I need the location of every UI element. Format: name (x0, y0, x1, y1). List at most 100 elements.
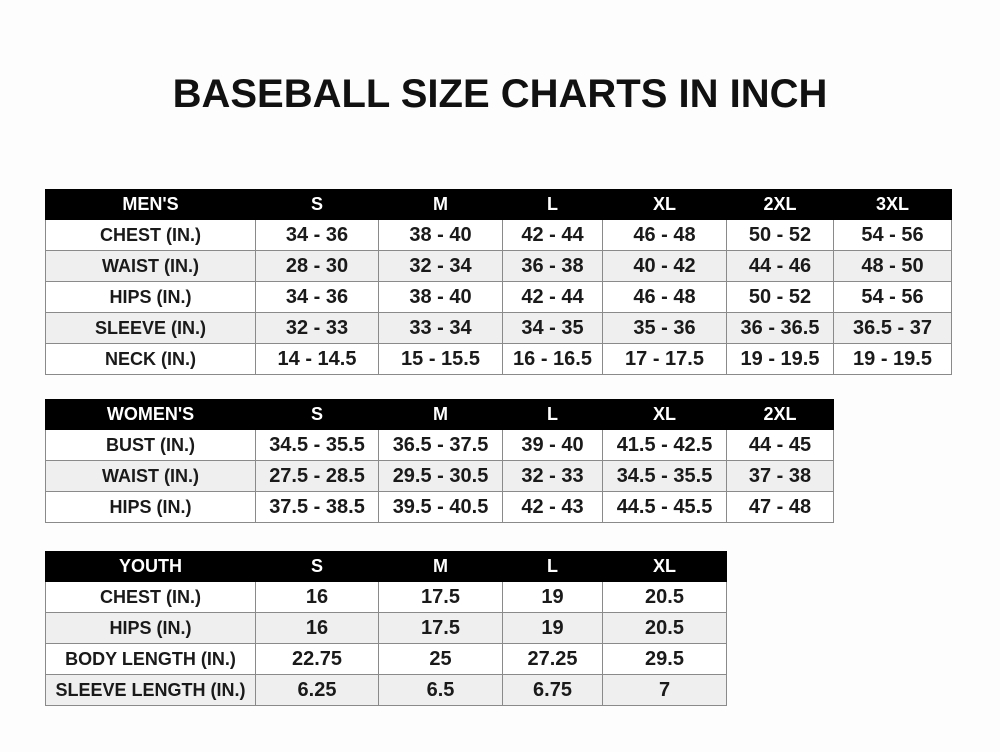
size-value: 46 - 48 (602, 219, 727, 251)
size-value: 42 - 43 (502, 491, 603, 523)
size-value: 44.5 - 45.5 (602, 491, 727, 523)
header-row: MEN'S S M L XL 2XL 3XL (45, 189, 952, 220)
size-value: 34.5 - 35.5 (255, 429, 379, 461)
size-value: 37.5 - 38.5 (255, 491, 379, 523)
size-value: 6.25 (255, 674, 379, 706)
size-value: 39 - 40 (502, 429, 603, 461)
size-header: 2XL (726, 189, 834, 220)
size-value: 39.5 - 40.5 (378, 491, 503, 523)
size-value: 42 - 44 (502, 281, 603, 313)
header-row: WOMEN'S S M L XL 2XL (45, 399, 834, 430)
size-value: 42 - 44 (502, 219, 603, 251)
table-row: WAIST (IN.) 27.5 - 28.5 29.5 - 30.5 32 - 33… (45, 460, 834, 492)
size-value: 38 - 40 (378, 281, 503, 313)
youth-size-table: YOUTH S M L XL CHEST (IN.) 16 17.5 19 20.5 HIPS (I… (45, 551, 727, 706)
size-header: L (502, 399, 603, 430)
table-category-header: WOMEN'S (45, 399, 256, 430)
table-row: WAIST (IN.) 28 - 30 32 - 34 36 - 38 40 - 42 4… (45, 250, 952, 282)
measurement-label: HIPS (IN.) (45, 281, 256, 313)
size-value: 25 (378, 643, 503, 675)
table-row: HIPS (IN.) 34 - 36 38 - 40 42 - 44 46 - 48 50… (45, 281, 952, 313)
size-header: 3XL (833, 189, 952, 220)
size-header: 2XL (726, 399, 834, 430)
table-row: SLEEVE (IN.) 32 - 33 33 - 34 34 - 35 35 - 36… (45, 312, 952, 344)
size-value: 38 - 40 (378, 219, 503, 251)
size-value: 6.75 (502, 674, 603, 706)
size-value: 47 - 48 (726, 491, 834, 523)
size-value: 35 - 36 (602, 312, 727, 344)
size-value: 29.5 - 30.5 (378, 460, 503, 492)
size-value: 40 - 42 (602, 250, 727, 282)
size-value: 19 (502, 612, 603, 644)
size-header: XL (602, 551, 727, 582)
measurement-label: CHEST (IN.) (45, 581, 256, 613)
size-header: M (378, 189, 503, 220)
size-value: 29.5 (602, 643, 727, 675)
size-value: 34.5 - 35.5 (602, 460, 727, 492)
measurement-label: SLEEVE (IN.) (45, 312, 256, 344)
size-value: 17 - 17.5 (602, 343, 727, 375)
table-row: BUST (IN.) 34.5 - 35.5 36.5 - 37.5 39 - 40 4… (45, 429, 834, 461)
size-header: XL (602, 189, 727, 220)
measurement-label: HIPS (IN.) (45, 612, 256, 644)
size-value: 33 - 34 (378, 312, 503, 344)
size-value: 50 - 52 (726, 281, 834, 313)
measurement-label: NECK (IN.) (45, 343, 256, 375)
page-title: BASEBALL SIZE CHARTS IN INCH (172, 72, 828, 116)
size-value: 34 - 36 (255, 219, 379, 251)
size-value: 37 - 38 (726, 460, 834, 492)
measurement-label: SLEEVE LENGTH (IN.) (45, 674, 256, 706)
size-header: S (255, 399, 379, 430)
size-value: 34 - 36 (255, 281, 379, 313)
measurement-label: HIPS (IN.) (45, 491, 256, 523)
size-value: 16 (255, 581, 379, 613)
size-value: 50 - 52 (726, 219, 834, 251)
size-value: 20.5 (602, 612, 727, 644)
measurement-label: BODY LENGTH (IN.) (45, 643, 256, 675)
size-value: 27.25 (502, 643, 603, 675)
measurement-label: WAIST (IN.) (45, 460, 256, 492)
table-row: CHEST (IN.) 16 17.5 19 20.5 (45, 581, 727, 613)
table-row: SLEEVE LENGTH (IN.) 6.25 6.5 6.75 7 (45, 674, 727, 706)
size-value: 14 - 14.5 (255, 343, 379, 375)
table-category-header: YOUTH (45, 551, 256, 582)
size-value: 54 - 56 (833, 219, 952, 251)
size-value: 54 - 56 (833, 281, 952, 313)
size-value: 17.5 (378, 612, 503, 644)
size-header: S (255, 189, 379, 220)
table-row: CHEST (IN.) 34 - 36 38 - 40 42 - 44 46 - 48 5… (45, 219, 952, 251)
measurement-label: BUST (IN.) (45, 429, 256, 461)
size-value: 32 - 33 (255, 312, 379, 344)
table-category-header: MEN'S (45, 189, 256, 220)
size-value: 48 - 50 (833, 250, 952, 282)
size-value: 44 - 46 (726, 250, 834, 282)
size-value: 16 (255, 612, 379, 644)
measurement-label: CHEST (IN.) (45, 219, 256, 251)
size-value: 16 - 16.5 (502, 343, 603, 375)
size-value: 36 - 38 (502, 250, 603, 282)
table-row: HIPS (IN.) 37.5 - 38.5 39.5 - 40.5 42 - 43 4… (45, 491, 834, 523)
size-value: 36 - 36.5 (726, 312, 834, 344)
table-row: NECK (IN.) 14 - 14.5 15 - 15.5 16 - 16.5 17 … (45, 343, 952, 375)
size-value: 46 - 48 (602, 281, 727, 313)
size-value: 32 - 34 (378, 250, 503, 282)
size-value: 19 - 19.5 (833, 343, 952, 375)
header-row: YOUTH S M L XL (45, 551, 727, 582)
size-value: 32 - 33 (502, 460, 603, 492)
size-header: XL (602, 399, 727, 430)
size-value: 15 - 15.5 (378, 343, 503, 375)
size-value: 44 - 45 (726, 429, 834, 461)
table-row: HIPS (IN.) 16 17.5 19 20.5 (45, 612, 727, 644)
size-value: 7 (602, 674, 727, 706)
size-value: 6.5 (378, 674, 503, 706)
size-value: 19 - 19.5 (726, 343, 834, 375)
size-value: 19 (502, 581, 603, 613)
size-value: 41.5 - 42.5 (602, 429, 727, 461)
measurement-label: WAIST (IN.) (45, 250, 256, 282)
size-header: M (378, 551, 503, 582)
size-header: M (378, 399, 503, 430)
size-value: 28 - 30 (255, 250, 379, 282)
size-value: 36.5 - 37.5 (378, 429, 503, 461)
size-header: S (255, 551, 379, 582)
size-header: L (502, 551, 603, 582)
